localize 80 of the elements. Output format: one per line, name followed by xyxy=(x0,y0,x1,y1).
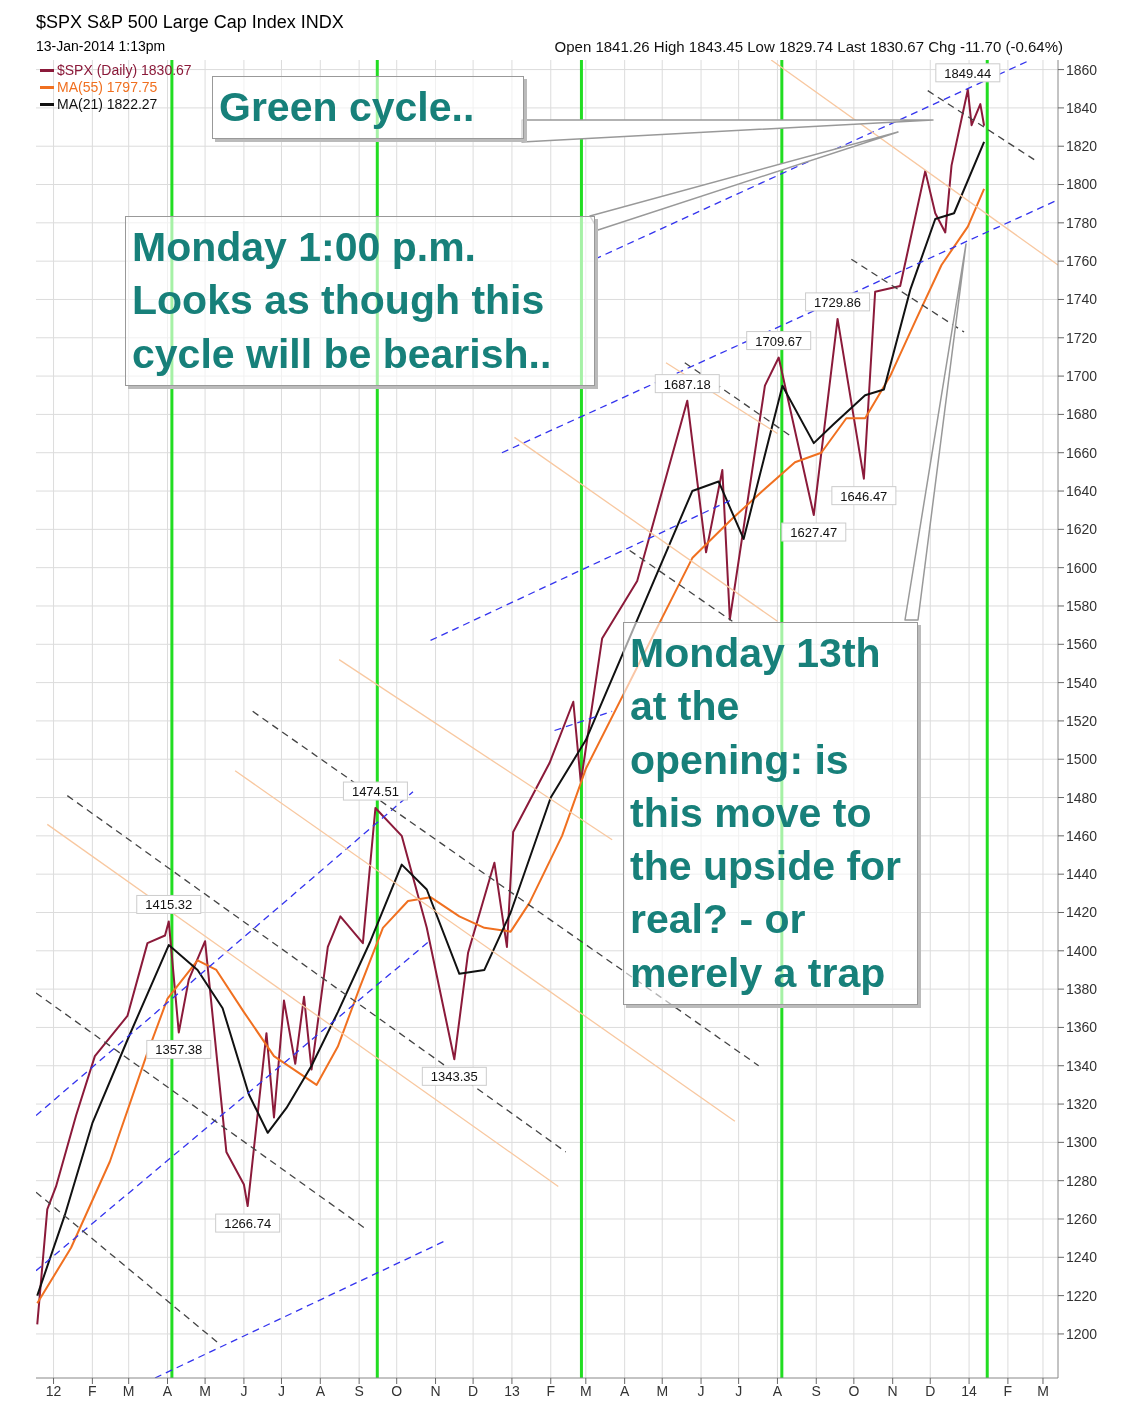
y-tick-label: 1300 xyxy=(1066,1134,1098,1151)
annotation: Monday 1:00 p.m. Looks as though this cycle will be bearish.. xyxy=(125,216,595,386)
x-tick-label: F xyxy=(546,1382,556,1399)
y-tick-label: 1740 xyxy=(1066,291,1098,308)
x-tick-label: M xyxy=(579,1382,592,1399)
y-tick-label: 1760 xyxy=(1066,253,1098,270)
x-tick-label: 13 xyxy=(504,1382,520,1399)
x-tick-label: A xyxy=(772,1382,783,1399)
x-tick-label: N xyxy=(887,1382,898,1399)
annotation: 1343.35 xyxy=(430,1069,478,1085)
annotation: 1627.47 xyxy=(790,525,838,541)
annotation: 1415.32 xyxy=(145,897,193,913)
y-tick-label: 1680 xyxy=(1066,406,1098,423)
y-tick-label: 1660 xyxy=(1066,444,1098,461)
y-tick-label: 1560 xyxy=(1066,636,1098,653)
y-tick-label: 1320 xyxy=(1066,1096,1098,1113)
x-tick-label: M xyxy=(122,1382,135,1399)
x-tick-label: M xyxy=(1037,1382,1049,1399)
y-tick-label: 1720 xyxy=(1066,329,1098,346)
y-tick-label: 1360 xyxy=(1066,1019,1098,1036)
y-tick-label: 1440 xyxy=(1066,866,1098,883)
y-tick-label: 1200 xyxy=(1066,1325,1098,1342)
annotation: 1687.18 xyxy=(663,376,711,392)
y-tick-label: 1340 xyxy=(1066,1057,1098,1074)
y-tick-label: 1700 xyxy=(1066,368,1098,385)
annotation: 1849.44 xyxy=(944,65,992,81)
text: Open 1841.26 High 1843.45 Low 1829.74 Last 1830.67 Chg -11.70 (-0.64%) xyxy=(553,38,1063,56)
y-tick-label: 1380 xyxy=(1066,981,1098,998)
legend-label: MA(21) 1822.27 xyxy=(57,96,158,113)
x-tick-label: J xyxy=(697,1382,705,1399)
x-tick-label: S xyxy=(811,1382,821,1399)
annotation: 1474.51 xyxy=(351,784,399,800)
y-tick-label: 1640 xyxy=(1066,483,1098,499)
y-tick-label: 1600 xyxy=(1066,559,1098,576)
y-tick-label: 1400 xyxy=(1066,942,1098,959)
x-tick-label: 12 xyxy=(45,1382,62,1399)
annotation: Monday 13th at the opening: is this move to the upside for real? - or merely a trap xyxy=(623,622,918,1006)
y-tick-label: 1540 xyxy=(1066,674,1098,691)
x-tick-label: S xyxy=(354,1382,364,1399)
chart-subtitle: 13-Jan-2014 1:13pm xyxy=(36,38,166,54)
y-tick-label: 1280 xyxy=(1066,1172,1098,1189)
annotation: 1266.74 xyxy=(224,1216,272,1232)
x-tick-label: F xyxy=(1003,1382,1013,1399)
y-tick-label: 1520 xyxy=(1066,712,1098,729)
x-tick-label: J xyxy=(735,1382,743,1399)
annotation: 1709.67 xyxy=(755,333,803,349)
x-tick-label: N xyxy=(430,1382,441,1399)
x-tick-label: D xyxy=(468,1382,479,1399)
y-tick-label: 1800 xyxy=(1066,176,1098,193)
x-tick-label: J xyxy=(277,1382,285,1399)
y-tick-label: 1780 xyxy=(1066,214,1098,231)
x-tick-label: A xyxy=(162,1382,173,1399)
y-tick-label: 1460 xyxy=(1066,827,1098,844)
x-tick-label: M xyxy=(656,1382,669,1399)
y-tick-label: 1260 xyxy=(1066,1210,1098,1227)
x-tick-label: M xyxy=(199,1382,211,1399)
x-tick-label: A xyxy=(315,1382,326,1399)
x-tick-label: A xyxy=(619,1382,630,1399)
annotation: 1646.47 xyxy=(840,488,888,504)
annotation: 1729.86 xyxy=(814,294,862,310)
x-tick-label: D xyxy=(925,1382,936,1399)
chart-title: $SPX S&P 500 Large Cap Index INDX xyxy=(36,12,344,33)
y-tick-label: 1240 xyxy=(1066,1249,1098,1266)
y-tick-label: 1580 xyxy=(1066,597,1098,614)
x-tick-label: O xyxy=(391,1382,403,1399)
y-tick-label: 1860 xyxy=(1066,61,1098,78)
annotation: 1357.38 xyxy=(155,1042,203,1058)
annotation: Green cycle.. xyxy=(212,76,524,140)
x-tick-label: O xyxy=(848,1382,860,1399)
legend-label: MA(55) 1797.75 xyxy=(57,79,158,96)
x-tick-label: F xyxy=(88,1382,97,1399)
y-tick-label: 1620 xyxy=(1066,521,1098,538)
y-tick-label: 1820 xyxy=(1066,138,1098,155)
y-tick-label: 1480 xyxy=(1066,789,1098,806)
x-tick-label: J xyxy=(240,1382,248,1399)
y-tick-label: 1840 xyxy=(1066,99,1098,116)
y-tick-label: 1220 xyxy=(1066,1287,1098,1304)
y-tick-label: 1500 xyxy=(1066,751,1098,768)
x-tick-label: 14 xyxy=(961,1382,978,1399)
y-tick-label: 1420 xyxy=(1066,904,1098,921)
